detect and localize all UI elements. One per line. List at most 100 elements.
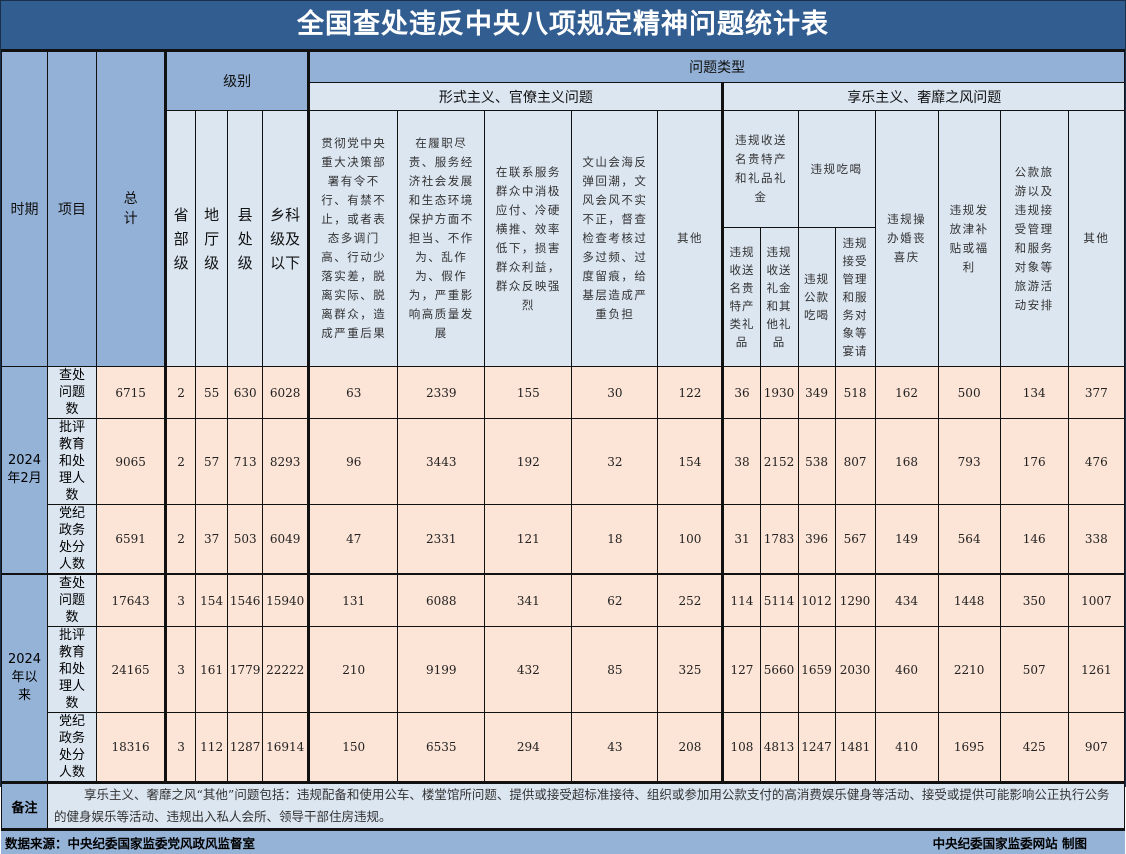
- table-cell: 341: [484, 573, 573, 627]
- table-cell: 16914: [262, 712, 310, 783]
- row-item-label: 批评教育和处理人数: [47, 418, 98, 505]
- table-cell: 150: [307, 712, 399, 783]
- table-cell: 9199: [397, 626, 486, 713]
- header-formalism-col-3: 在联系服务群众中消极应付、冷硬横推、效率低下，损害群众利益，群众反映强烈: [484, 110, 573, 367]
- table-cell: 108: [721, 712, 761, 783]
- table-cell: 131: [307, 573, 399, 627]
- table-cell: 1261: [1067, 626, 1126, 713]
- header-allowances: 违规发放津补贴或福利: [937, 110, 1001, 367]
- table-cell: 122: [657, 366, 724, 419]
- header-dining-public: 违规公款吃喝: [797, 227, 836, 367]
- table-cell: 146: [999, 504, 1069, 575]
- table-cell: 518: [834, 366, 876, 419]
- table-cell: 2: [164, 366, 197, 419]
- row-item-label: 查处问题数: [47, 366, 98, 419]
- table-cell: 47: [307, 504, 399, 575]
- table-cell: 210: [307, 626, 399, 713]
- row-item-label: 查处问题数: [47, 573, 98, 627]
- row-item-label: 党纪政务处分人数: [47, 712, 98, 783]
- header-level-group: 级别: [164, 51, 310, 111]
- table-cell: 134: [999, 366, 1069, 419]
- table-cell: 154: [657, 418, 724, 505]
- header-level-county: 县处级: [227, 110, 264, 367]
- notes-label: 备注: [0, 781, 49, 829]
- table-cell: 432: [484, 626, 573, 713]
- table-cell: 1481: [834, 712, 876, 783]
- table-cell: 793: [937, 418, 1001, 505]
- table-cell: 37: [195, 504, 229, 575]
- notes-text: 享乐主义、奢靡之风“其他”问题包括：违规配备和使用公车、楼堂馆所问题、提供或接受…: [47, 781, 1125, 829]
- table-cell: 31: [721, 504, 761, 575]
- header-formalism-col-4: 文山会海反弹回潮，文风会风不实不正，督查检查考核过多过频、过度留痕，给基层造成严…: [571, 110, 659, 367]
- table-cell: 434: [874, 573, 939, 627]
- header-formalism-col-2: 在履职尽责、服务经济社会发展和生态环境保护方面不担当、不作为、乱作为、假作为，严…: [397, 110, 486, 367]
- header-formalism-other: 其他: [657, 110, 724, 367]
- table-cell: 630: [227, 366, 264, 419]
- table-row: 批评教育和处理人数 9065 2 57 713 8293 96 3443 192 32 154 38 2…: [2, 418, 1126, 505]
- table-cell: 2339: [397, 366, 486, 419]
- table-row: 2024年2月 查处问题数 6715 2 55 630 6028 63 2339 155 30 122…: [0, 366, 1126, 575]
- header-formalism-group: 形式主义、官僚主义问题: [307, 82, 724, 111]
- table-cell: 349: [797, 366, 836, 419]
- table-row: 批评教育和处理人数 24165 3 161 1779 22222 210 9199 432 85 3…: [2, 626, 1126, 713]
- table-cell: 18: [571, 504, 659, 575]
- table-cell: 208: [657, 712, 724, 783]
- header-total: 总计: [96, 51, 167, 367]
- table-cell: 18316: [96, 712, 167, 783]
- header-gifts-cash: 违规收送礼金和其他礼品: [759, 227, 799, 367]
- table-cell: 410: [874, 712, 939, 783]
- table-cell: 1448: [937, 573, 1001, 627]
- header-weddings-funerals: 违规操办婚丧喜庆: [874, 110, 939, 367]
- table-cell: 500: [937, 366, 1001, 419]
- table-cell: 1779: [227, 626, 264, 713]
- table-cell: 22222: [262, 626, 310, 713]
- table-cell: 6028: [262, 366, 310, 419]
- table-cell: 807: [834, 418, 876, 505]
- page-title: 全国查处违反中央八项规定精神问题统计表: [1, 1, 1125, 51]
- table-cell: 4813: [759, 712, 799, 783]
- table-cell: 564: [937, 504, 1001, 575]
- table-row: 2024年以来 查处问题数 17643 3 154 1546 15940 131 6088 341…: [0, 573, 1126, 783]
- table-cell: 127: [721, 626, 761, 713]
- table-cell: 3443: [397, 418, 486, 505]
- table-cell: 325: [657, 626, 724, 713]
- table-cell: 155: [484, 366, 573, 419]
- table-cell: 2152: [759, 418, 799, 505]
- table-cell: 1287: [227, 712, 264, 783]
- table-cell: 2: [164, 418, 197, 505]
- period-label: 2024年2月: [0, 366, 49, 575]
- table-cell: 6535: [397, 712, 486, 783]
- table-cell: 1659: [797, 626, 836, 713]
- table-cell: 1783: [759, 504, 799, 575]
- row-item-label: 批评教育和处理人数: [47, 626, 98, 713]
- table-cell: 507: [999, 626, 1069, 713]
- table-cell: 1007: [1067, 573, 1126, 627]
- table-cell: 503: [227, 504, 264, 575]
- table-cell: 36: [721, 366, 761, 419]
- table-cell: 6049: [262, 504, 310, 575]
- table-cell: 161: [195, 626, 229, 713]
- header-level-prefecture: 地厅级: [195, 110, 229, 367]
- header-level-township: 乡科级及以下: [262, 110, 310, 367]
- header-gifts-specialty: 违规收送名贵特产类礼品: [721, 227, 761, 367]
- table-cell: 154: [195, 573, 229, 627]
- table-cell: 460: [874, 626, 939, 713]
- header-hedonism-other: 其他: [1067, 110, 1126, 367]
- table-cell: 425: [999, 712, 1069, 783]
- header-period: 时期: [0, 51, 49, 367]
- table-cell: 907: [1067, 712, 1126, 783]
- table-cell: 63: [307, 366, 399, 419]
- table-cell: 38: [721, 418, 761, 505]
- table-cell: 2: [164, 504, 197, 575]
- table-cell: 294: [484, 712, 573, 783]
- table-cell: 538: [797, 418, 836, 505]
- table-cell: 350: [999, 573, 1069, 627]
- table-cell: 567: [834, 504, 876, 575]
- header-dining-group: 违规吃喝: [797, 110, 876, 228]
- header-item: 项目: [47, 51, 98, 367]
- table-cell: 17643: [96, 573, 167, 627]
- table-cell: 192: [484, 418, 573, 505]
- header-gifts-group: 违规收送名贵特产和礼品礼金: [721, 110, 799, 228]
- header-formalism-col-1: 贯彻党中央重大决策部署有令不行、有禁不止，或者表态多调门高、行动少落实差，脱离实…: [307, 110, 399, 367]
